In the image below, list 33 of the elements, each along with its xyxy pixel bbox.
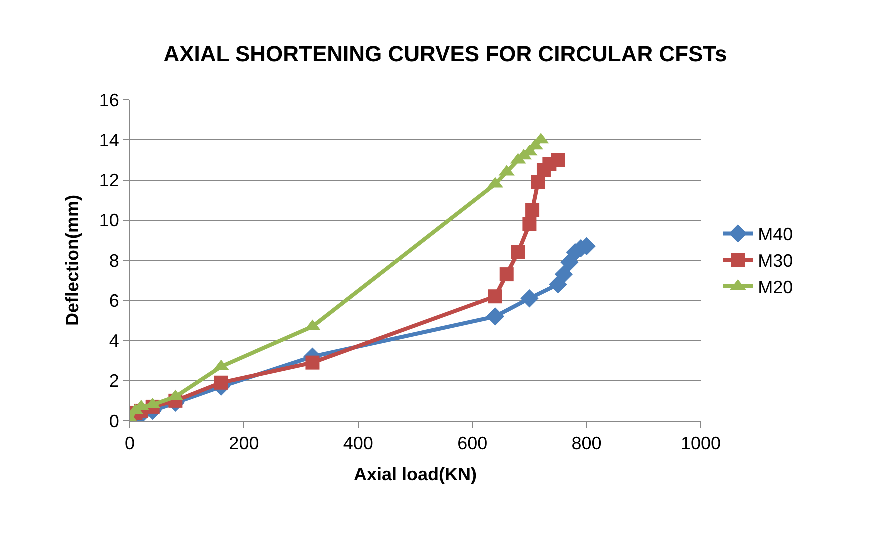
- point: [522, 217, 537, 232]
- y-tick-label: 2: [109, 371, 120, 392]
- point: [486, 308, 505, 326]
- x-tick-label: 800: [572, 434, 602, 454]
- x-tick-label: 400: [343, 434, 374, 454]
- legend-label: M40: [758, 224, 794, 245]
- point: [500, 268, 514, 282]
- x-tick-label: 0: [124, 434, 136, 454]
- point: [531, 175, 546, 190]
- x-tick-label: 1000: [680, 434, 722, 454]
- x-axis-title: Axial load(KN): [354, 464, 478, 485]
- legend-label: M20: [758, 278, 794, 298]
- point: [551, 153, 566, 168]
- chart-title: AXIAL SHORTENING CURVES FOR CIRCULAR CFSTs: [164, 42, 728, 66]
- point: [214, 376, 228, 390]
- legend-label: M30: [758, 251, 794, 272]
- point: [511, 245, 526, 260]
- point: [306, 356, 320, 370]
- point: [488, 290, 502, 304]
- y-axis-title: Deflection(mm): [62, 194, 83, 326]
- y-tick-label: 4: [109, 331, 120, 352]
- y-tick-label: 14: [99, 130, 120, 150]
- point: [554, 265, 574, 284]
- y-tick-label: 8: [109, 250, 120, 271]
- point: [526, 203, 540, 218]
- y-tick-label: 0: [109, 411, 120, 432]
- y-tick-label: 16: [99, 90, 120, 110]
- point: [520, 290, 539, 308]
- y-tick-label: 6: [109, 290, 120, 311]
- x-tick-label: 600: [458, 434, 488, 454]
- y-tick-label: 10: [99, 210, 120, 231]
- y-tick-label: 12: [99, 170, 120, 191]
- x-tick-label: 200: [229, 434, 260, 454]
